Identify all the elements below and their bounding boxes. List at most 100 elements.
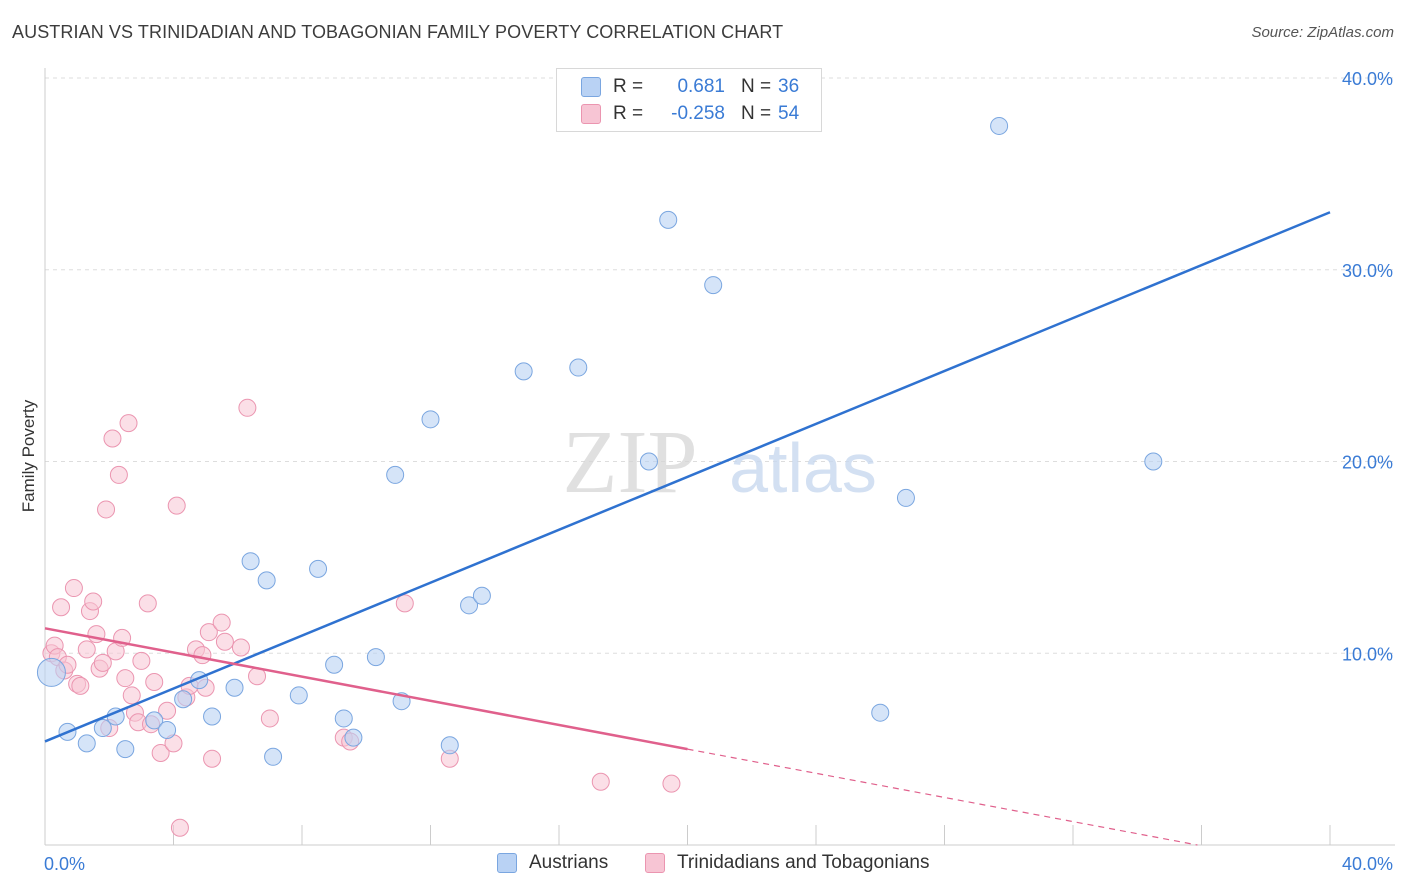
point-trinidadians xyxy=(238,398,257,417)
point-austrians xyxy=(257,571,276,590)
r-value: 0.681 xyxy=(677,76,725,97)
austrians-swatch xyxy=(497,853,517,873)
watermark-atlas: atlas xyxy=(729,429,877,507)
point-trinidadians xyxy=(158,701,177,720)
legend-item-austrians[interactable]: Austrians xyxy=(497,852,608,874)
point-austrians xyxy=(158,720,177,739)
point-trinidadians xyxy=(71,676,90,695)
n-label: N = xyxy=(741,76,772,97)
point-trinidadians xyxy=(97,500,116,519)
point-trinidadians xyxy=(199,623,218,642)
point-trinidadians xyxy=(215,632,234,651)
point-trinidadians xyxy=(193,646,212,665)
point-austrians xyxy=(460,596,479,615)
point-austrians xyxy=(440,736,459,755)
y-tick-label: 40.0% xyxy=(1342,69,1393,89)
y-tick-label: 10.0% xyxy=(1342,644,1393,664)
point-austrians xyxy=(990,116,1009,135)
axes xyxy=(44,68,1395,846)
point-trinidadians xyxy=(167,496,186,515)
point-trinidadians xyxy=(103,429,122,448)
point-trinidadians xyxy=(170,818,189,837)
point-austrians xyxy=(309,559,328,578)
y-axis-label: Family Poverty xyxy=(19,399,38,512)
n-value: 36 xyxy=(778,76,800,97)
point-trinidadians xyxy=(52,598,71,617)
legend-label-trinidadians: Trinidadians and Tobagonians xyxy=(677,852,930,873)
legend-row-trinidadians: R = -0.258 N = 54 xyxy=(581,101,799,127)
trend-extension-trinidadians xyxy=(687,748,1198,846)
x-tick-label: 0.0% xyxy=(44,854,85,874)
trinidadians-swatch xyxy=(645,853,665,873)
point-austrians xyxy=(896,488,915,507)
point-trinidadians xyxy=(395,594,414,613)
point-trinidadians xyxy=(212,613,231,632)
y-tick-label: 30.0% xyxy=(1342,261,1393,281)
point-austrians xyxy=(704,276,723,295)
point-austrians xyxy=(659,210,678,229)
point-trinidadians xyxy=(132,651,151,670)
point-austrians xyxy=(264,747,283,766)
r-value: -0.258 xyxy=(671,103,725,124)
x-tick-label: 40.0% xyxy=(1342,854,1393,874)
point-austrians xyxy=(225,678,244,697)
point-trinidadians xyxy=(64,579,83,598)
r-label: R = xyxy=(613,103,644,124)
point-trinidadians xyxy=(84,592,103,611)
point-austrians xyxy=(421,410,440,429)
point-austrians xyxy=(289,686,308,705)
point-austrians xyxy=(472,586,491,605)
tick-labels: 10.0% 20.0% 30.0% 40.0% 0.0% 40.0% xyxy=(44,69,1393,874)
y-tick-label: 20.0% xyxy=(1342,453,1393,473)
point-austrians xyxy=(386,465,405,484)
n-label: N = xyxy=(741,103,772,124)
point-trinidadians xyxy=(591,772,610,791)
point-austrians xyxy=(366,648,385,667)
point-austrians xyxy=(203,707,222,726)
point-trinidadians xyxy=(109,465,128,484)
series-legend: Austrians Trinidadians and Tobagonians xyxy=(0,850,1406,878)
point-austrians xyxy=(77,734,96,753)
point-austrians xyxy=(116,740,135,759)
n-value: 54 xyxy=(778,103,800,124)
point-trinidadians xyxy=(662,774,681,793)
point-austrians xyxy=(36,657,66,687)
trend-lines xyxy=(44,211,1331,846)
point-trinidadians xyxy=(122,686,141,705)
r-label: R = xyxy=(613,76,644,97)
point-austrians xyxy=(241,552,260,571)
point-austrians xyxy=(1144,452,1163,471)
point-trinidadians xyxy=(77,640,96,659)
trinidadians-swatch xyxy=(581,104,601,124)
point-austrians xyxy=(569,358,588,377)
point-trinidadians xyxy=(138,594,157,613)
point-austrians xyxy=(871,703,890,722)
point-austrians xyxy=(145,711,164,730)
trend-line-trinidadians xyxy=(44,627,688,751)
point-trinidadians xyxy=(203,749,222,768)
watermark-zip: ZIP xyxy=(563,413,698,512)
point-trinidadians xyxy=(119,414,138,433)
point-austrians xyxy=(514,362,533,381)
source-label: Source: ZipAtlas.com xyxy=(1251,24,1394,41)
correlation-legend: R = 0.681 N = 36 R = -0.258 N = 54 xyxy=(556,68,822,132)
legend-row-austrians: R = 0.681 N = 36 xyxy=(581,74,799,100)
point-austrians xyxy=(93,719,112,738)
point-austrians xyxy=(344,728,363,747)
legend-item-trinidadians[interactable]: Trinidadians and Tobagonians xyxy=(645,852,929,874)
point-trinidadians xyxy=(231,638,250,657)
austrians-swatch xyxy=(581,77,601,97)
point-austrians xyxy=(334,709,353,728)
point-austrians xyxy=(325,655,344,674)
point-austrians xyxy=(174,690,193,709)
point-austrians xyxy=(639,452,658,471)
point-trinidadians xyxy=(145,673,164,692)
point-trinidadians xyxy=(93,653,112,672)
point-trinidadians xyxy=(116,669,135,688)
trend-line-austrians xyxy=(44,211,1331,743)
chart-title: AUSTRIAN VS TRINIDADIAN AND TOBAGONIAN F… xyxy=(12,22,784,42)
point-trinidadians xyxy=(260,709,279,728)
legend-label-austrians: Austrians xyxy=(529,852,609,873)
point-trinidadians xyxy=(151,743,170,762)
